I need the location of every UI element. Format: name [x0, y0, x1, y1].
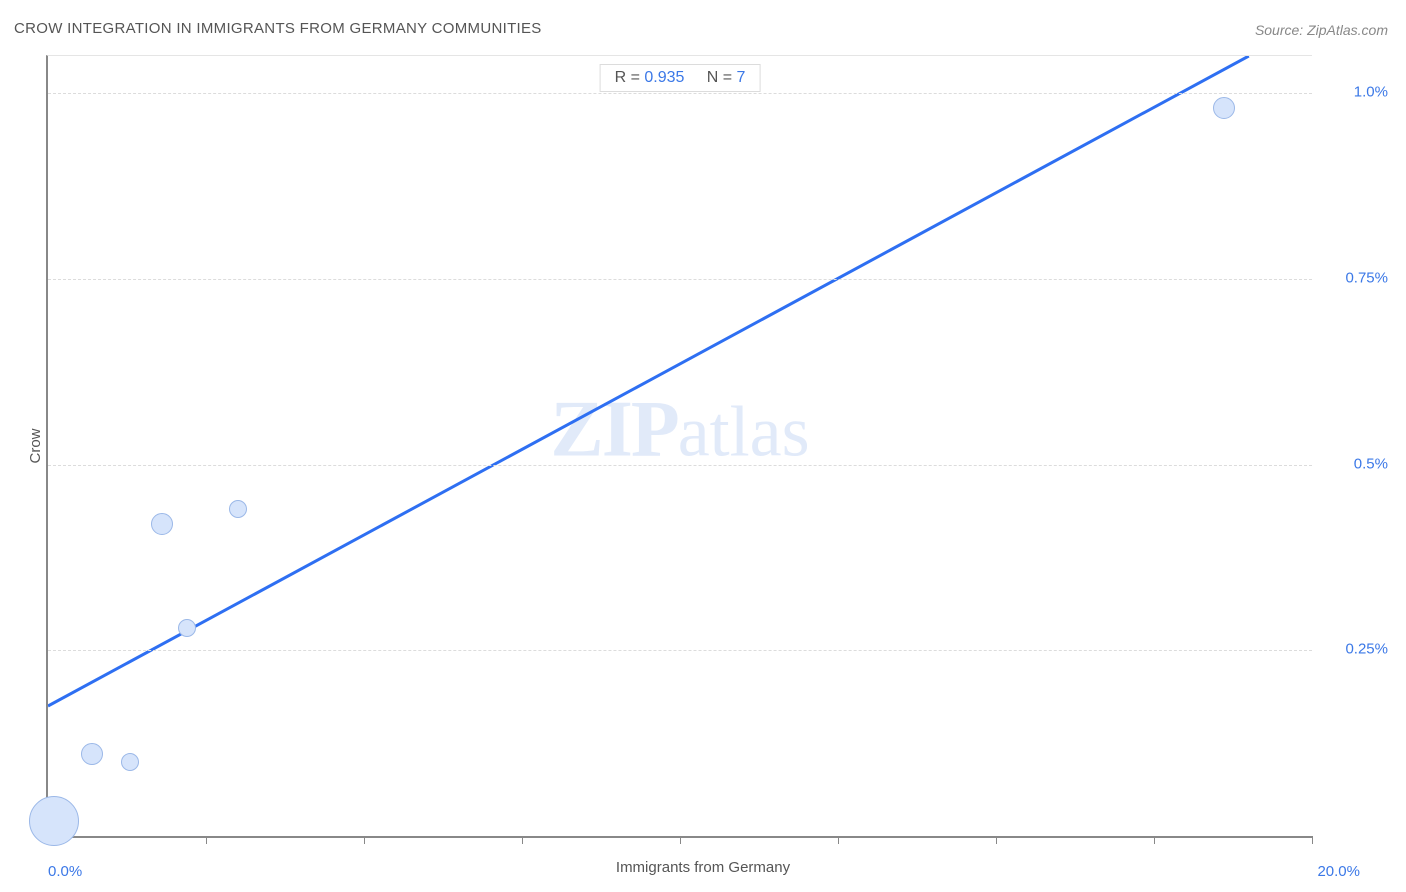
data-point[interactable] [151, 513, 173, 535]
chart-title: CROW INTEGRATION IN IMMIGRANTS FROM GERM… [14, 20, 542, 37]
source-attribution: Source: ZipAtlas.com [1255, 22, 1388, 38]
data-point[interactable] [29, 796, 79, 846]
x-tick [206, 836, 207, 844]
watermark-rest: atlas [678, 392, 810, 472]
n-label: N = [707, 69, 737, 86]
x-tick [522, 836, 523, 844]
data-point[interactable] [178, 619, 196, 637]
gridline-h [48, 650, 1312, 651]
x-axis-label: Immigrants from Germany [616, 859, 790, 876]
x-tick [838, 836, 839, 844]
n-value: 7 [736, 69, 745, 86]
x-tick [364, 836, 365, 844]
x-tick-min: 0.0% [48, 863, 82, 880]
trendline [48, 56, 1312, 836]
y-tick-label: 0.5% [1354, 455, 1388, 472]
y-tick-label: 1.0% [1354, 84, 1388, 101]
x-tick-max: 20.0% [1317, 863, 1360, 880]
data-point[interactable] [121, 753, 139, 771]
data-point[interactable] [229, 500, 247, 518]
y-axis-label: Crow [27, 428, 44, 463]
r-label: R = [615, 69, 645, 86]
data-point[interactable] [81, 743, 103, 765]
x-tick [1312, 836, 1313, 844]
watermark-bold: ZIP [550, 386, 677, 474]
gridline-h [48, 93, 1312, 94]
y-tick-label: 0.75% [1345, 269, 1388, 286]
data-point[interactable] [1213, 97, 1235, 119]
watermark: ZIPatlas [550, 385, 809, 476]
y-tick-label: 0.25% [1345, 641, 1388, 658]
x-tick [680, 836, 681, 844]
gridline-h [48, 279, 1312, 280]
stats-box: R = 0.935 N = 7 [600, 64, 761, 92]
x-tick [996, 836, 997, 844]
r-value: 0.935 [644, 69, 684, 86]
x-tick [1154, 836, 1155, 844]
plot-area: ZIPatlas R = 0.935 N = 7 [46, 55, 1312, 838]
gridline-h [48, 465, 1312, 466]
